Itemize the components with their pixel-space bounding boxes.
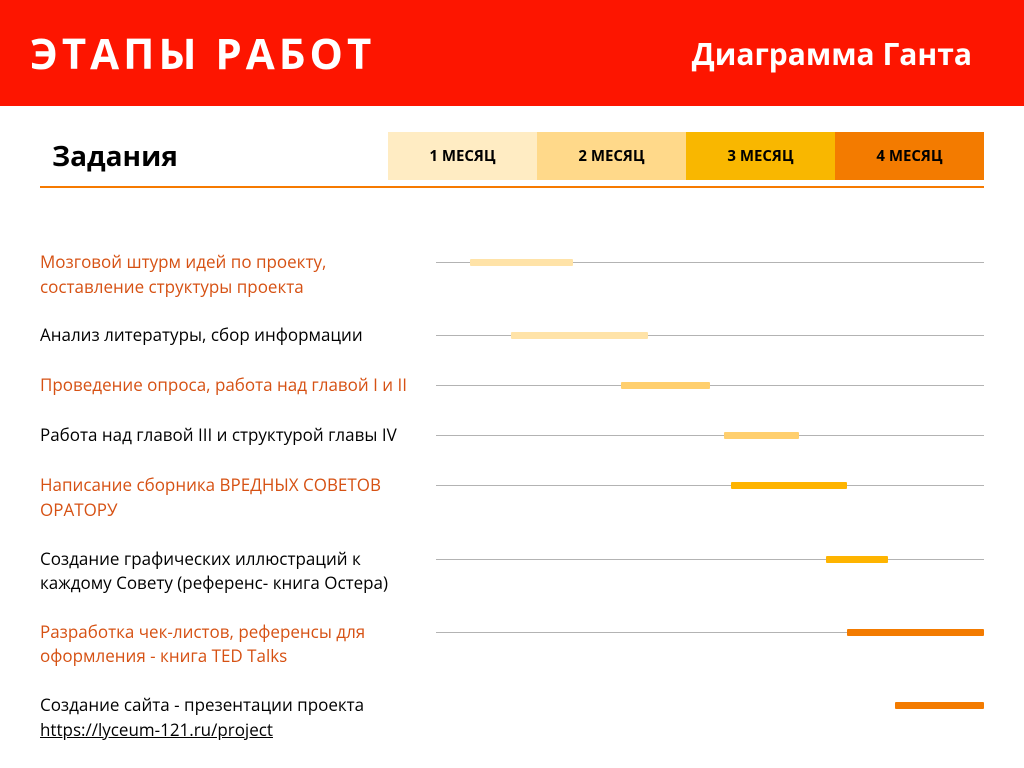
gantt-track xyxy=(436,693,984,719)
task-row: Проведение опроса, работа над главой I и… xyxy=(40,373,984,399)
gridline xyxy=(436,385,984,386)
task-row: Создание графических иллюстраций к каждо… xyxy=(40,547,984,596)
task-row: Работа над главой III и структурой главы… xyxy=(40,423,984,449)
task-row: Создание сайта - презентации проекта htt… xyxy=(40,693,984,742)
task-row: Анализ литературы, сбор информации xyxy=(40,323,984,349)
task-label: Создание графических иллюстраций к каждо… xyxy=(40,547,436,596)
gantt-track xyxy=(436,473,984,499)
task-label: Написание сборника ВРЕДНЫХ СОВЕТОВ ОРАТО… xyxy=(40,473,436,522)
month-header-1: 1 МЕСЯЦ xyxy=(388,132,537,180)
header-rule xyxy=(40,186,984,188)
gantt-track xyxy=(436,620,984,646)
gantt-track xyxy=(436,373,984,399)
task-row: Разработка чек-листов, референсы для офо… xyxy=(40,620,984,669)
task-row: Написание сборника ВРЕДНЫХ СОВЕТОВ ОРАТО… xyxy=(40,473,984,522)
task-label: Работа над главой III и структурой главы… xyxy=(40,423,436,448)
gantt-track xyxy=(436,547,984,573)
task-label: Проведение опроса, работа над главой I и… xyxy=(40,373,436,398)
gantt-bar xyxy=(895,702,984,709)
page-subtitle: Диаграмма Ганта xyxy=(692,33,972,74)
gridline xyxy=(436,435,984,436)
gantt-bar xyxy=(724,432,799,439)
task-label: Разработка чек-листов, референсы для офо… xyxy=(40,620,436,669)
gantt-track xyxy=(436,250,984,276)
page-title: ЭТАПЫ РАБОТ xyxy=(30,25,375,82)
gantt-bar xyxy=(470,259,573,266)
month-header-3: 3 МЕСЯЦ xyxy=(686,132,835,180)
gantt-bar xyxy=(731,482,847,489)
gantt-rows: Мозговой штурм идей по проекту, составле… xyxy=(40,250,984,742)
gantt-track xyxy=(436,423,984,449)
table-head: Задания 1 МЕСЯЦ2 МЕСЯЦ3 МЕСЯЦ4 МЕСЯЦ xyxy=(40,132,984,180)
task-row: Мозговой штурм идей по проекту, составле… xyxy=(40,250,984,299)
project-link[interactable]: https://lyceum-121.ru/project xyxy=(40,718,273,741)
gantt-bar xyxy=(621,382,710,389)
month-header-4: 4 МЕСЯЦ xyxy=(835,132,984,180)
gridline xyxy=(436,559,984,560)
month-header-2: 2 МЕСЯЦ xyxy=(537,132,686,180)
header: ЭТАПЫ РАБОТ Диаграмма Ганта xyxy=(0,0,1024,106)
gantt-slide: ЭТАПЫ РАБОТ Диаграмма Ганта Задания 1 МЕ… xyxy=(0,0,1024,768)
gantt-bar xyxy=(511,332,648,339)
task-label: Создание сайта - презентации проекта htt… xyxy=(40,693,436,742)
gantt-bar xyxy=(826,556,888,563)
gantt-track xyxy=(436,323,984,349)
months-header: 1 МЕСЯЦ2 МЕСЯЦ3 МЕСЯЦ4 МЕСЯЦ xyxy=(388,132,984,180)
content: Задания 1 МЕСЯЦ2 МЕСЯЦ3 МЕСЯЦ4 МЕСЯЦ Моз… xyxy=(0,106,1024,742)
tasks-column-label: Задания xyxy=(40,132,388,180)
task-label: Анализ литературы, сбор информации xyxy=(40,323,436,348)
task-label: Мозговой штурм идей по проекту, составле… xyxy=(40,250,436,299)
gridline xyxy=(436,485,984,486)
gantt-bar xyxy=(847,629,984,636)
